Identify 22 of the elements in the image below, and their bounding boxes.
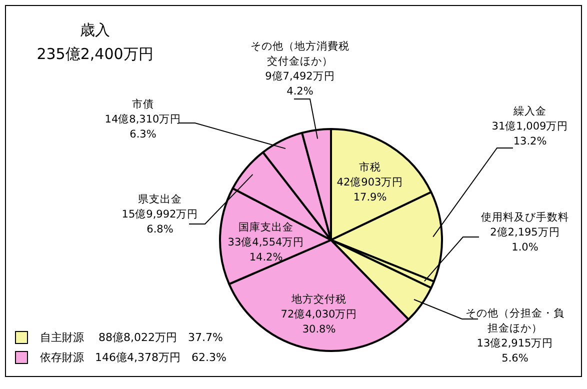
chart-title: 歳入	[79, 20, 111, 41]
slice-label: 市債	[132, 98, 154, 111]
data-label: 2億2,195万円 1.0%	[490, 226, 560, 254]
slice-label: 国庫支出金	[238, 220, 294, 234]
data-label: 72億4,030万円 30.8%	[280, 308, 358, 336]
slice-label: 繰入金	[512, 104, 546, 118]
slice-label: 使用料及び手数料	[481, 210, 569, 224]
slice-label: 地方交付税	[290, 292, 346, 306]
chart-subtitle: 235億2,400万円	[36, 44, 154, 65]
slice-label: 市税	[359, 160, 381, 174]
text: 依存財源 146億4,378万円 62.3%	[40, 350, 226, 365]
slice-label: 県支出金	[138, 192, 182, 206]
data-label: 9億7,492万円 4.2%	[265, 70, 335, 98]
data-label: 14億8,310万円 6.3%	[104, 112, 182, 141]
text: 自主財源 88億8,022万円 37.7%	[40, 330, 223, 345]
slice-label: その他（分担金・負担金ほか）	[466, 308, 564, 335]
data-label: 42億903万円 17.9%	[336, 176, 404, 204]
data-label: 15億9,992万円 6.8%	[122, 208, 198, 236]
data-label: 13億2,915万円 5.6%	[476, 336, 554, 365]
slice-label: その他（地方消費税交付金ほか）	[250, 40, 350, 68]
data-label: 33億4,554万円 14.2%	[228, 236, 304, 264]
data-label: 31億1,009万円 13.2%	[492, 120, 568, 148]
